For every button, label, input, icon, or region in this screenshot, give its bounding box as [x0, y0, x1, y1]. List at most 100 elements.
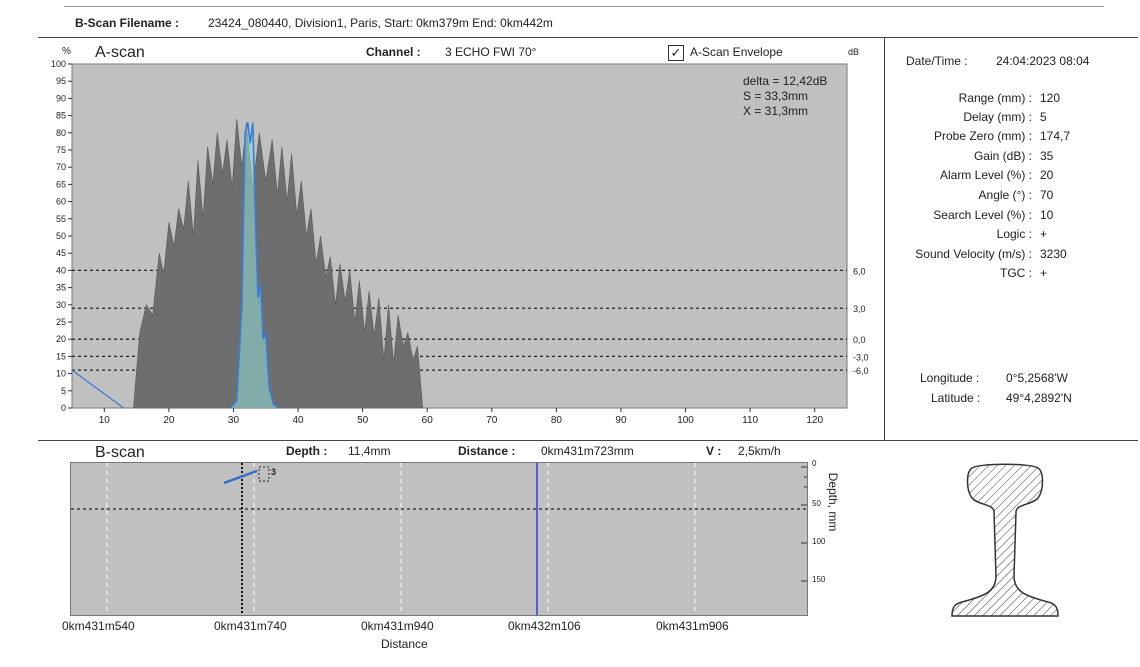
ascan-x-tick-label: 110 [742, 415, 758, 426]
ascan-x-tick-label: 90 [615, 415, 627, 426]
param-label: Sound Velocity (m/s) : [915, 247, 1032, 261]
ascan-x-tick-label: 60 [422, 415, 434, 426]
ascan-y-tick-label: 30 [56, 300, 66, 310]
param-row: Probe Zero (mm) : 174,7 [890, 129, 1140, 148]
ascan-y-tick-label: 70 [56, 162, 66, 172]
channel-value: 3 ECHO FWI 70° [445, 45, 537, 59]
param-label: Search Level (%) : [933, 208, 1032, 222]
rail-profile-icon [951, 463, 1059, 617]
ascan-y-tick-label: 45 [56, 248, 66, 258]
ascan-x-tick-label: 50 [357, 415, 369, 426]
ascan-echo-fill [230, 122, 279, 408]
datetime-label: Date/Time : [906, 54, 968, 68]
bscan-x-tick-label: 0km431m540 [62, 619, 135, 633]
ascan-threshold-label: 0,0 [853, 335, 866, 345]
param-label: Probe Zero (mm) : [933, 129, 1032, 143]
datetime-value: 24:04:2023 08:04 [996, 54, 1090, 68]
depth-label: Depth : [286, 444, 328, 458]
ascan-x-tick-label: 70 [486, 415, 498, 426]
ascan-threshold-label: -6,0 [853, 366, 869, 376]
param-value: 70 [1040, 188, 1054, 202]
header-underline [64, 6, 1104, 7]
ascan-y-tick-label: 95 [56, 76, 66, 86]
ascan-x-tick-label: 20 [163, 415, 175, 426]
longitude-value: 0°5,2568'W [1006, 371, 1068, 385]
bscan-depth-tick-label: 50 [812, 499, 821, 508]
bscan-marker-box [258, 466, 270, 482]
param-row: TGC : + [890, 266, 1140, 285]
ascan-y-tick-label: 25 [56, 317, 66, 327]
speed-label: V : [706, 444, 722, 458]
param-row: Delay (mm) : 5 [890, 110, 1140, 129]
param-label: Angle (°) : [978, 188, 1032, 202]
ascan-reference-line [71, 369, 125, 409]
distance-value: 0km431m723mm [541, 444, 634, 458]
filename-value: 23424_080440, Division1, Paris, Start: 0… [208, 16, 553, 30]
ascan-chart[interactable]: 6,0 3,0 0,0 -3,0 -6,0 0 5 10 15 20 25 30 35 40 45 50 55 6… [40, 60, 870, 435]
bscan-echo-trace [223, 469, 258, 485]
parameter-list: Range (mm) : 120 Delay (mm) : 5 Probe Zero… [890, 91, 1140, 291]
param-value: + [1040, 266, 1048, 280]
top-divider [38, 37, 1138, 38]
ascan-db-unit: dB [848, 47, 860, 57]
ascan-y-tick-label: 60 [56, 197, 66, 207]
ascan-y-tick-label: 85 [56, 111, 66, 121]
bscan-marker-label: 3 [271, 467, 277, 477]
ascan-threshold-label: -3,0 [853, 352, 869, 362]
param-value: 20 [1040, 168, 1054, 182]
envelope-checkbox[interactable]: ✓ [668, 45, 684, 61]
ascan-y-unit: % [62, 46, 71, 57]
bscan-x-tick-label: 0km431m940 [361, 619, 434, 633]
param-label: TGC : [1000, 266, 1032, 280]
ascan-x-tick-label: 40 [292, 415, 304, 426]
ascan-x-tick-label: 100 [677, 415, 694, 426]
ascan-y-tick-label: 80 [56, 128, 66, 138]
ascan-y-tick-label: 20 [56, 334, 66, 344]
params-divider [884, 37, 885, 440]
ascan-y-tick-label: 5 [61, 386, 66, 396]
ascan-x-tick-label: 10 [99, 415, 111, 426]
param-row: Gain (dB) : 35 [890, 149, 1140, 168]
param-row: Logic : + [890, 227, 1140, 246]
ascan-x-tick-label: 120 [806, 415, 823, 426]
param-value: 3230 [1040, 247, 1067, 261]
param-label: Gain (dB) : [973, 149, 1032, 163]
param-row: Search Level (%) : 10 [890, 208, 1140, 227]
bscan-plot-area[interactable]: 3 [70, 462, 808, 616]
bscan-x-tick-label: 0km432m106 [508, 619, 581, 633]
ascan-y-tick-label: 100 [51, 60, 66, 69]
mid-divider [38, 440, 1138, 441]
bscan-x-tick-label: 0km431m906 [656, 619, 729, 633]
latitude-label: Latitude : [931, 391, 981, 405]
param-label: Range (mm) : [958, 91, 1032, 105]
param-row: Alarm Level (%) : 20 [890, 168, 1140, 187]
ascan-y-tick-label: 55 [56, 214, 66, 224]
ascan-y-tick-label: 90 [56, 93, 66, 103]
ascan-title: A-scan [95, 44, 145, 61]
readout-x: X = 31,3mm [743, 104, 809, 118]
bscan-depth-tick-label: 150 [812, 575, 826, 584]
ascan-y-tick-label: 0 [61, 403, 66, 413]
speed-value: 2,5km/h [738, 444, 781, 458]
ascan-y-tick-label: 75 [56, 145, 66, 155]
filename-label: B-Scan Filename : [75, 16, 180, 30]
param-row: Sound Velocity (m/s) : 3230 [890, 247, 1140, 266]
param-label: Delay (mm) : [963, 110, 1032, 124]
channel-label: Channel : [366, 45, 421, 59]
param-label: Logic : [996, 227, 1032, 241]
param-row: Range (mm) : 120 [890, 91, 1140, 110]
ascan-x-tick-label: 30 [228, 415, 240, 426]
depth-value: 11,4mm [348, 444, 391, 458]
envelope-label: A-Scan Envelope [690, 45, 783, 59]
ascan-threshold-label: 6,0 [853, 266, 866, 276]
param-value: 120 [1040, 91, 1061, 105]
latitude-value: 49°4,2892'N [1006, 391, 1072, 405]
param-label: Alarm Level (%) : [939, 168, 1032, 182]
bscan-depth-tick-label: 100 [812, 537, 826, 546]
longitude-label: Longitude : [920, 371, 980, 385]
bscan-x-tick-label: 0km431m740 [214, 619, 287, 633]
param-value: 174,7 [1040, 129, 1071, 143]
ascan-echo-trace [229, 122, 280, 409]
param-row: Angle (°) : 70 [890, 188, 1140, 207]
bscan-plot-graphics [71, 463, 807, 615]
